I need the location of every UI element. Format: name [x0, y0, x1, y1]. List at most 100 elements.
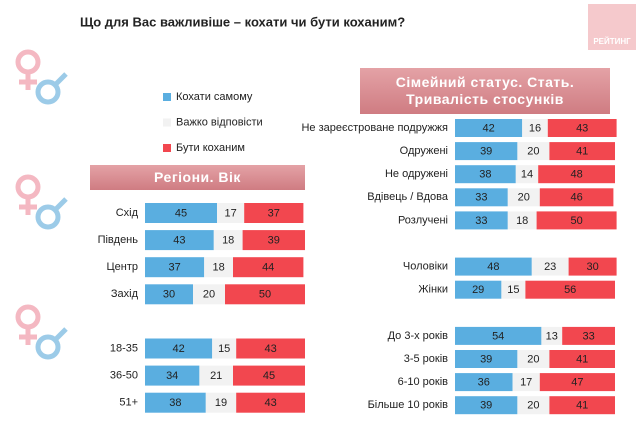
value-label: 43 [173, 235, 185, 247]
category-label: Захід [111, 288, 139, 300]
value-label: 39 [480, 400, 492, 412]
value-label: 17 [520, 377, 532, 389]
bar-segment [455, 373, 513, 392]
bar-segment [217, 203, 245, 223]
value-label: 20 [527, 353, 539, 365]
bar-segment [199, 365, 233, 386]
bar-segment [507, 211, 537, 230]
value-label: 42 [482, 122, 494, 134]
bar-segment [549, 396, 615, 415]
category-label: Південь [98, 234, 139, 246]
logo: РЕЙТИНГ [588, 4, 636, 50]
bar-segment [233, 257, 304, 278]
bar-segment [145, 284, 193, 305]
category-label: Не одружені [385, 168, 448, 180]
category-label: 51+ [119, 397, 138, 409]
value-label: 18 [212, 262, 224, 274]
value-label: 39 [480, 146, 492, 158]
category-label: Одружені [400, 145, 448, 157]
value-label: 29 [472, 284, 484, 296]
value-label: 33 [582, 330, 594, 342]
value-label: 50 [259, 289, 271, 301]
bar-segment [145, 257, 205, 278]
category-label: Жінки [418, 284, 448, 296]
bar-segment [517, 350, 550, 368]
bar-segment [145, 365, 200, 386]
legend-swatch [163, 144, 171, 152]
value-label: 46 [570, 192, 582, 204]
value-label: 45 [263, 370, 275, 382]
legend-swatch [163, 118, 171, 127]
value-label: 21 [210, 370, 222, 382]
value-label: 42 [172, 343, 184, 355]
bar-segment [536, 211, 617, 230]
bar-segment [531, 257, 569, 276]
value-label: 39 [268, 235, 280, 247]
value-label: 36 [478, 377, 490, 389]
value-label: 38 [479, 169, 491, 181]
legend-label: Бути коханим [176, 142, 245, 154]
category-label: Вдівець / Вдова [367, 191, 449, 203]
bar-segment [512, 373, 540, 392]
bar-segment [455, 211, 508, 230]
bar-segment [515, 165, 539, 184]
bar-segment [244, 203, 304, 223]
panel-title: Регіони. Вік [90, 165, 305, 190]
value-label: 43 [264, 343, 276, 355]
bar-segment [204, 257, 233, 278]
value-label: 48 [487, 261, 499, 273]
value-label: 54 [492, 330, 504, 342]
bar-segment [517, 142, 550, 161]
bar-segment [549, 350, 615, 368]
bar-segment [233, 365, 305, 386]
legend-label: Важко відповісти [176, 116, 263, 128]
value-label: 15 [218, 343, 230, 355]
bar-segment [145, 203, 217, 223]
category-label: Центр [107, 261, 139, 273]
value-label: 44 [262, 262, 274, 274]
bar-segment [455, 142, 518, 161]
category-label: Більше 10 років [368, 399, 449, 411]
value-label: 15 [507, 284, 519, 296]
value-label: 17 [224, 207, 236, 219]
value-label: 20 [518, 192, 530, 204]
value-label: 19 [215, 397, 227, 409]
value-label: 14 [521, 169, 533, 181]
value-label: 37 [268, 207, 280, 219]
value-label: 16 [529, 122, 541, 134]
value-label: 45 [175, 207, 187, 219]
bar-segment [538, 165, 615, 184]
value-label: 23 [544, 261, 556, 273]
bar-segment [517, 396, 550, 415]
bar-segment [242, 230, 305, 251]
value-label: 18 [516, 215, 528, 227]
bar-segment [145, 392, 206, 413]
bar-segment [455, 119, 523, 137]
bar-segment [541, 326, 563, 345]
bar-segment [539, 188, 614, 207]
legend-swatch [163, 93, 171, 101]
bar-segment [549, 142, 615, 161]
bar-segment [539, 373, 615, 392]
bar-segment [501, 280, 526, 299]
value-label: 47 [571, 377, 583, 389]
value-label: 43 [576, 122, 588, 134]
value-label: 41 [576, 353, 588, 365]
category-label: 18-35 [110, 342, 138, 354]
value-label: 13 [546, 330, 558, 342]
bar-segment [455, 326, 542, 345]
bar-segment [455, 257, 532, 276]
category-label: Схід [116, 207, 139, 219]
category-label: 36-50 [110, 370, 138, 382]
bar-segment [507, 188, 540, 207]
bar-segment [455, 280, 502, 299]
bar-segment [212, 338, 237, 359]
bar-segment [193, 284, 225, 305]
value-label: 34 [166, 370, 178, 382]
category-label: 6-10 років [398, 376, 449, 388]
panel-title: Сімейний статус. Стать. Тривалість стосу… [360, 68, 610, 114]
category-label: До 3-х років [388, 330, 449, 342]
bar-segment [236, 338, 305, 359]
bar-segment [547, 119, 617, 137]
